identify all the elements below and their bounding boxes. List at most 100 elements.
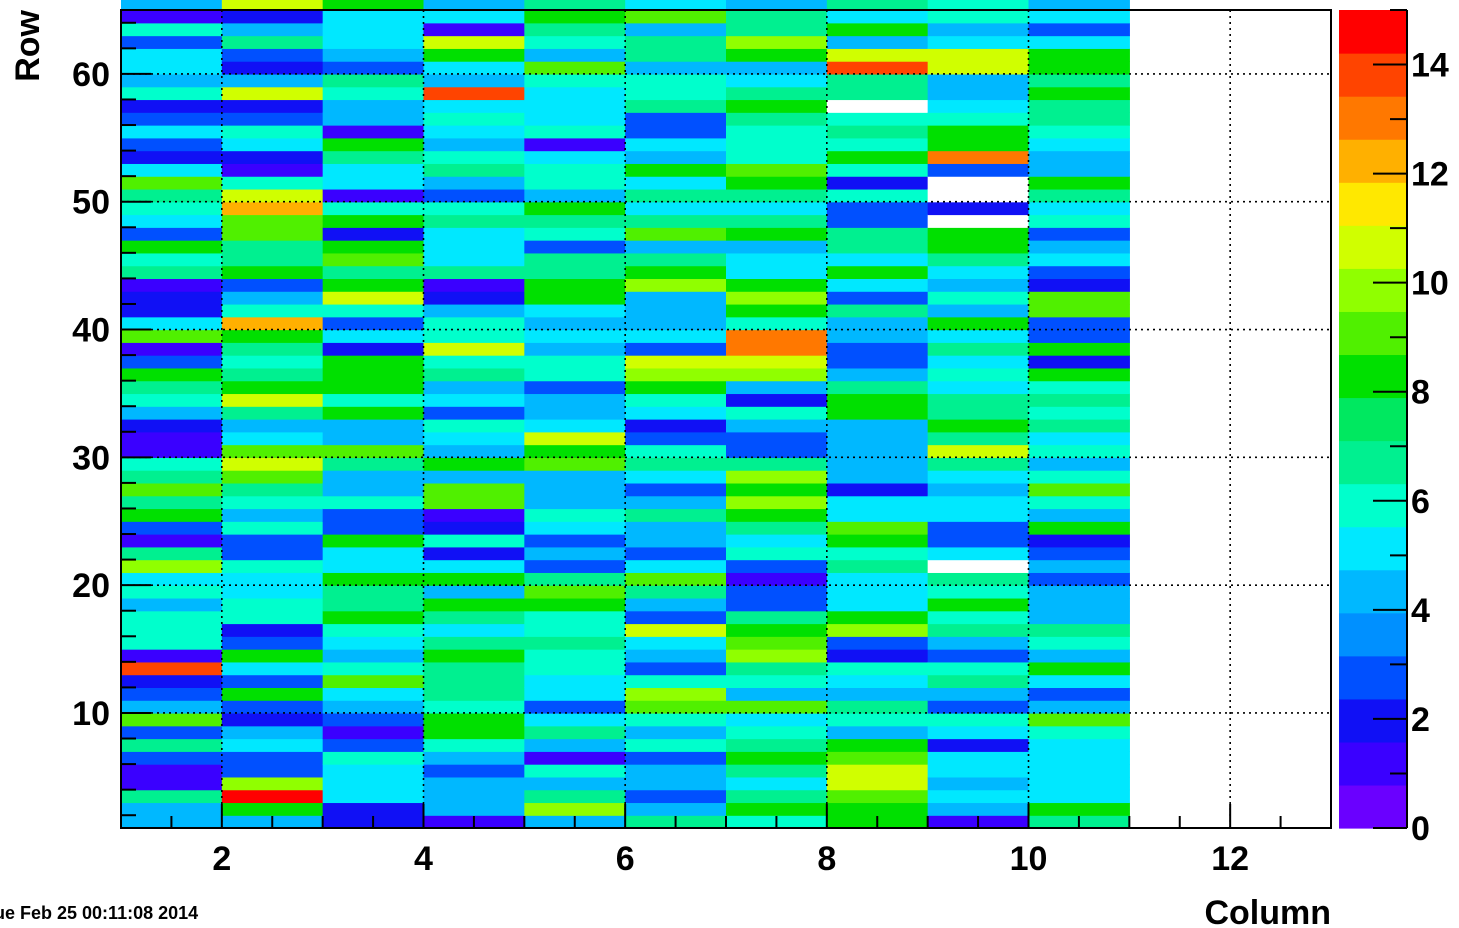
heatmap-cell [524, 789, 626, 804]
heatmap-cell [524, 201, 626, 216]
heatmap-cell [1028, 559, 1130, 573]
heatmap-cell [423, 240, 525, 254]
heatmap-cell [1028, 367, 1130, 382]
heatmap-cell [524, 572, 626, 586]
heatmap-cell [927, 431, 1030, 446]
heatmap-cell [625, 751, 727, 765]
heatmap-cell [927, 10, 1030, 24]
heatmap-cell [524, 291, 626, 305]
heatmap-cell [121, 201, 223, 216]
heatmap-cell [322, 163, 425, 177]
heatmap-cell [625, 342, 727, 356]
heatmap-cell [322, 623, 425, 637]
heatmap-cell [221, 35, 324, 49]
heatmap-cell [524, 0, 626, 11]
heatmap-cell [121, 597, 223, 612]
heatmap-cell [1028, 700, 1130, 714]
heatmap-cell [121, 559, 223, 573]
heatmap-cell [221, 559, 324, 573]
heatmap-cell [423, 0, 525, 11]
heatmap-cell [726, 661, 828, 676]
heatmap-cell [726, 649, 828, 663]
heatmap-cell [826, 163, 929, 177]
heatmap-cell [726, 329, 828, 343]
heatmap-cell [423, 789, 525, 804]
heatmap-cell [1028, 0, 1130, 11]
y-axis: 10 20 30 40 50 60 [72, 21, 151, 817]
heatmap-cell [826, 508, 929, 522]
heatmap-cell [524, 725, 626, 740]
heatmap-cell [927, 367, 1030, 382]
heatmap-cell [826, 534, 929, 548]
heatmap-cell [221, 687, 324, 701]
heatmap-cell [524, 265, 626, 280]
heatmap-cell [625, 355, 727, 369]
heatmap-cell [826, 610, 929, 625]
palette-swatch [1339, 526, 1407, 571]
heatmap-cell [121, 508, 223, 522]
heatmap-cell [726, 380, 828, 395]
heatmap-cell [221, 431, 324, 446]
heatmap-cell [625, 495, 727, 510]
heatmap-cell [221, 188, 324, 203]
heatmap-cell [423, 329, 525, 343]
heatmap-cell [524, 687, 626, 701]
heatmap-cell [826, 789, 929, 804]
heatmap-cell [322, 751, 425, 765]
heatmap-cell [726, 597, 828, 612]
heatmap-cell [221, 265, 324, 280]
heatmap-cell [524, 431, 626, 446]
heatmap-cell [221, 99, 324, 113]
heatmap-cell [826, 214, 929, 228]
heatmap-cell [221, 176, 324, 190]
heatmap-cell [625, 444, 727, 458]
heatmap-cell [121, 661, 223, 676]
heatmap-cell [121, 112, 223, 126]
heatmap-cell [1028, 22, 1130, 37]
heatmap-cell [726, 764, 828, 778]
heatmap-cell [221, 150, 324, 164]
heatmap-cell [826, 48, 929, 62]
heatmap-cell [625, 597, 727, 612]
heatmap-cell [322, 278, 425, 292]
heatmap-cell [322, 661, 425, 676]
heatmap-cell [322, 546, 425, 561]
palette-swatch [1339, 440, 1407, 485]
heatmap-cell [221, 495, 324, 510]
heatmap-cell [221, 738, 324, 752]
heatmap-cell [726, 521, 828, 535]
heatmap-cell [927, 240, 1030, 254]
heatmap-cell [726, 227, 828, 241]
palette-swatch [1339, 53, 1407, 97]
heatmap-cell [121, 546, 223, 561]
heatmap-cell [726, 35, 828, 49]
heatmap-cell [322, 227, 425, 241]
heatmap-cell [221, 303, 324, 318]
heatmap-cell [826, 751, 929, 765]
heatmap-cell [524, 482, 626, 497]
x-tick-label: 10 [1010, 840, 1048, 878]
heatmap-cell [121, 495, 223, 510]
heatmap-cell [423, 163, 525, 177]
heatmap-cell [322, 495, 425, 510]
heatmap-cell [726, 738, 828, 752]
heatmap-cell [927, 802, 1030, 816]
heatmap-cell [423, 649, 525, 663]
heatmap-cell [826, 431, 929, 446]
heatmap-cell [1028, 201, 1130, 216]
heatmap-cell [1028, 585, 1130, 599]
heatmap-cell [927, 188, 1030, 203]
heatmap-cell [927, 99, 1030, 113]
heatmap-cell [121, 367, 223, 382]
heatmap-cell [1028, 73, 1130, 88]
heatmap-cell [726, 188, 828, 203]
heatmap-cell [927, 150, 1030, 164]
heatmap-cell [423, 303, 525, 318]
heatmap-cell [221, 380, 324, 395]
heatmap-cell [423, 738, 525, 752]
heatmap-cell [524, 61, 626, 75]
heatmap-cell [322, 73, 425, 88]
heatmap-cell [322, 572, 425, 586]
palette-swatch [1339, 784, 1407, 829]
heatmap-cell [221, 342, 324, 356]
